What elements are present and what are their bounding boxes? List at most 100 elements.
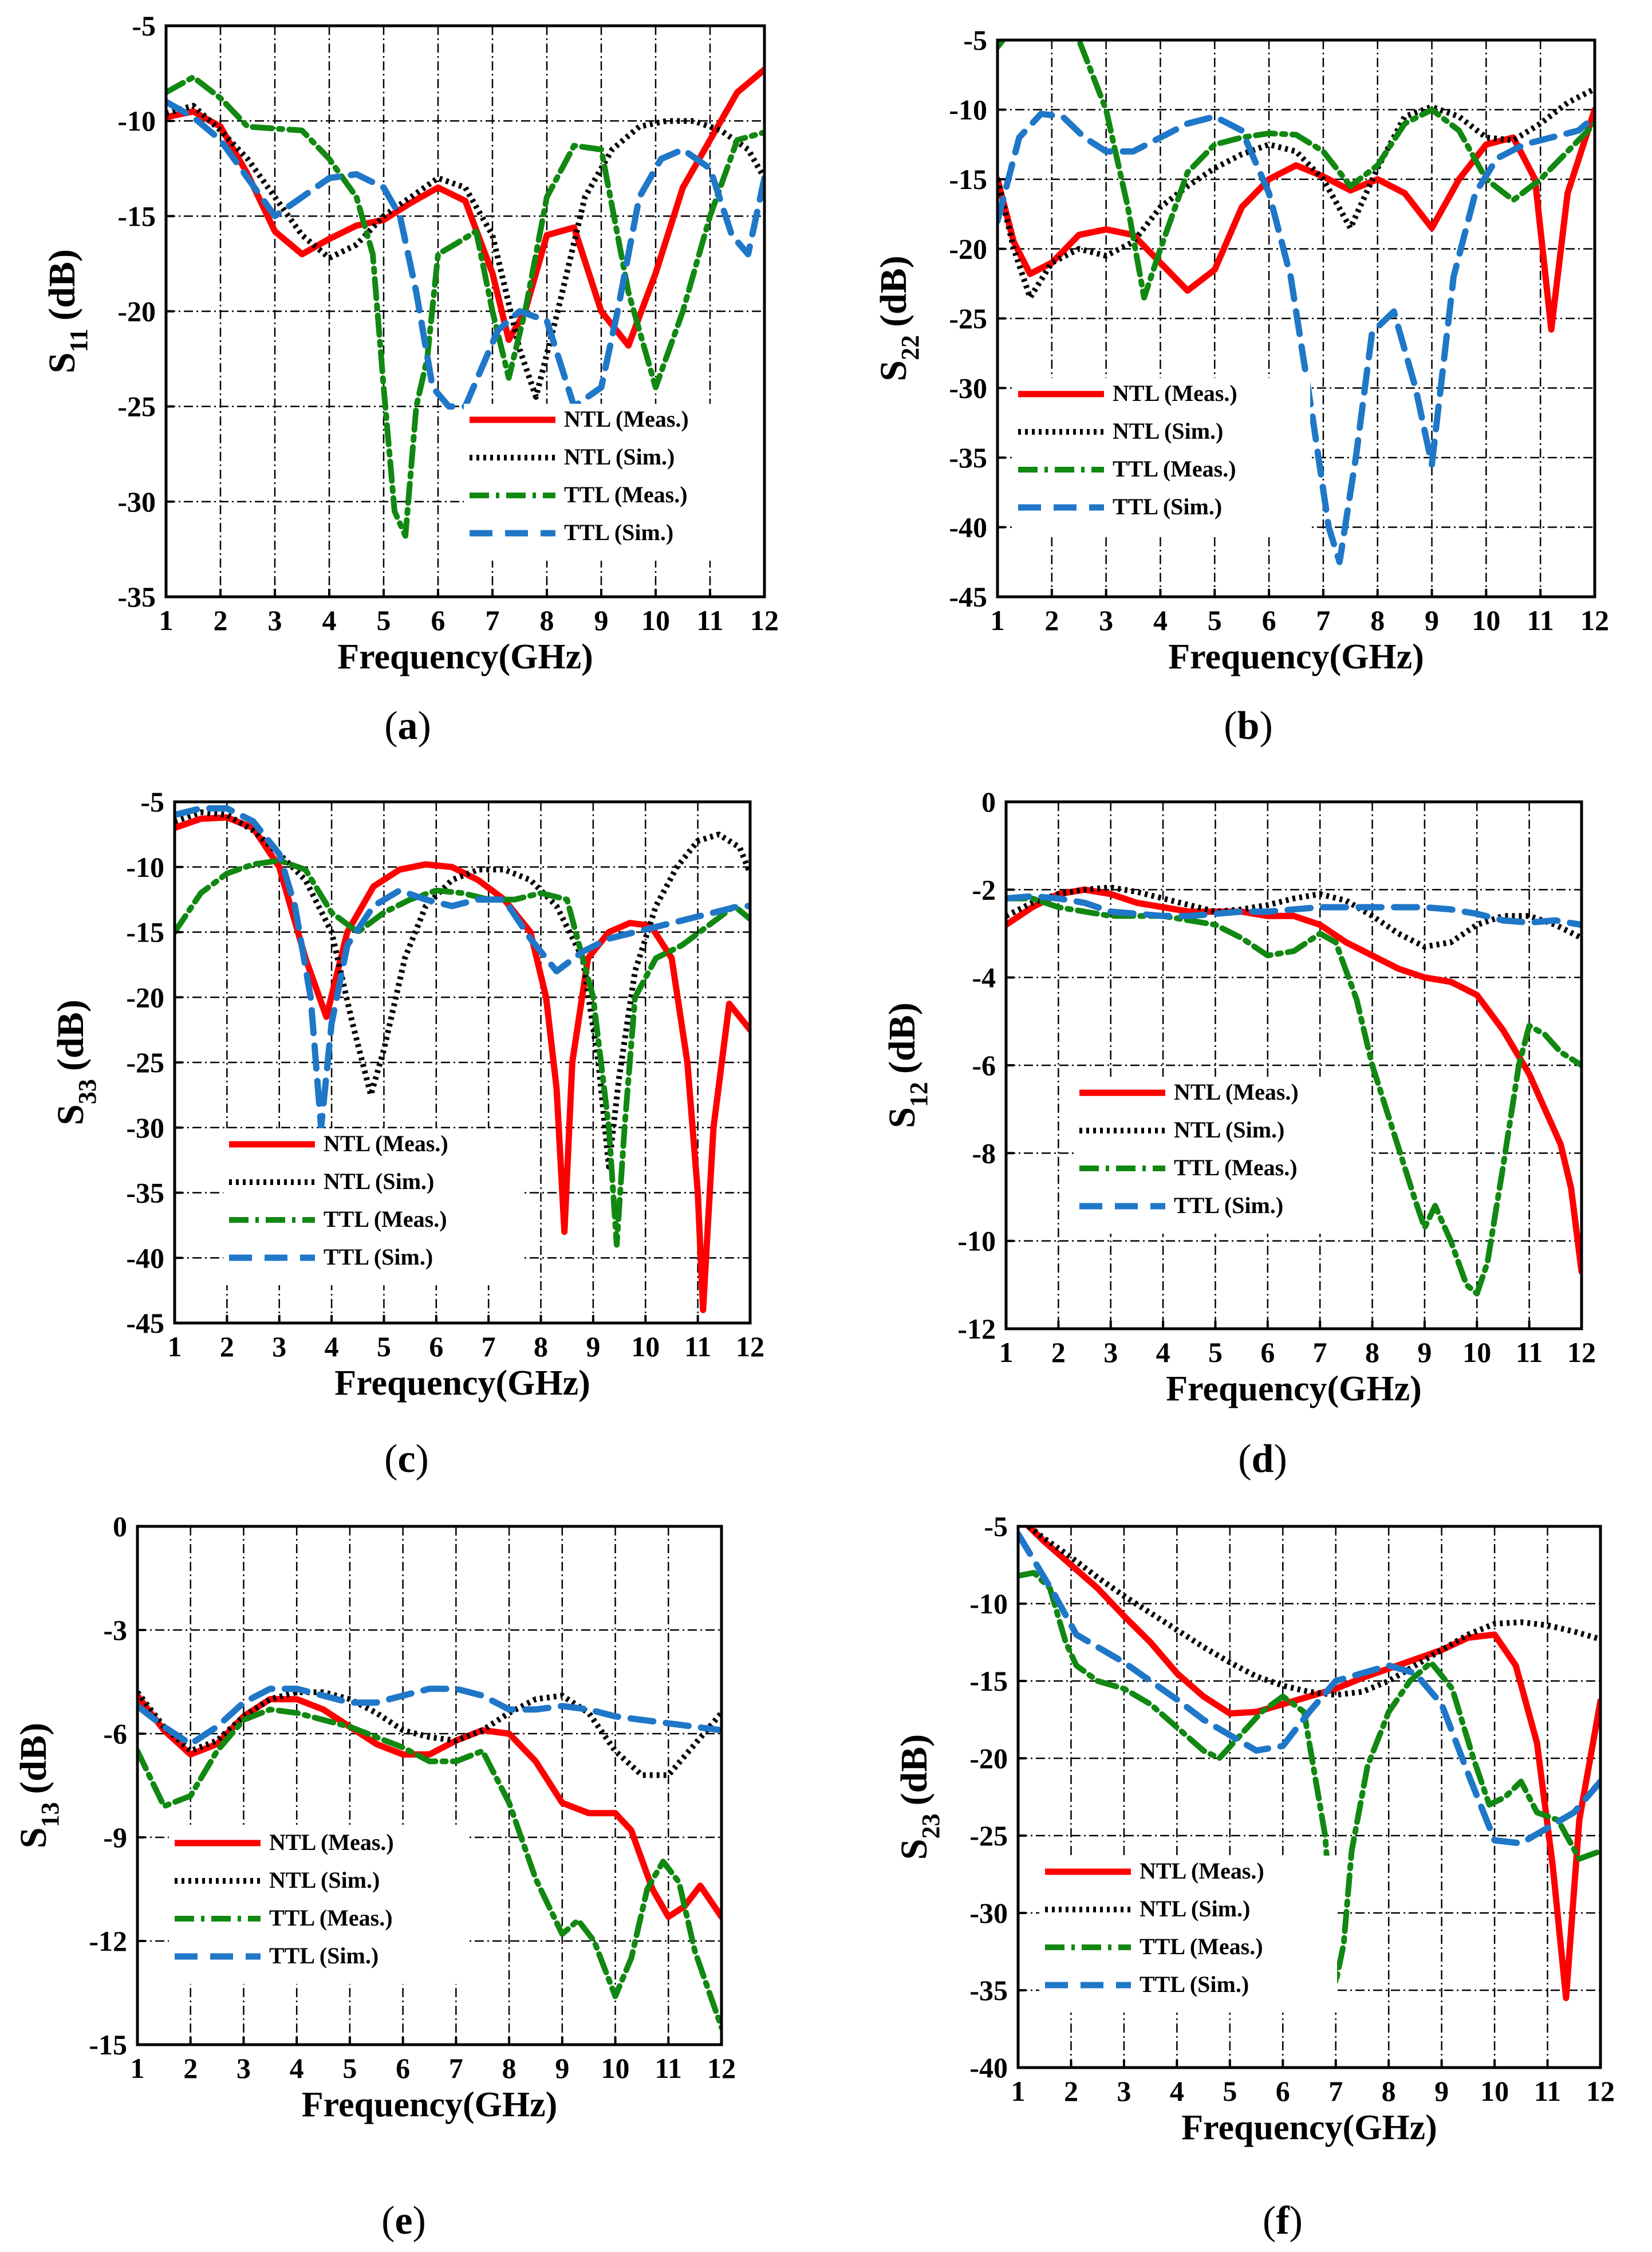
x-tick-label: 10 [631,1330,660,1363]
legend-label-ntl-meas: NTL (Meas.) [269,1829,394,1855]
legend-label-ntl-meas: NTL (Meas.) [1113,380,1237,406]
y-tick-label: -30 [117,486,156,518]
x-tick-label: 10 [601,2052,630,2084]
legend-label-ttl-sim: TTL (Sim.) [269,1943,378,1968]
series-group [166,66,764,539]
y-axis-label-subscript: 22 [896,335,924,360]
y-tick-label: -25 [126,1046,164,1078]
x-tick-label: 5 [342,2052,357,2084]
y-tick-label: -5 [140,786,164,818]
x-tick-label: 4 [1170,2075,1184,2107]
x-tick-label: 1 [131,2052,145,2084]
x-tick-label: 8 [1370,604,1385,636]
legend-label-ttl-sim: TTL (Sim.) [1174,1192,1283,1218]
y-axis-label: S11 (dB) [41,249,93,373]
x-tick-label: 2 [214,604,228,636]
x-tick-label: 3 [268,604,282,636]
x-tick-label: 6 [429,1330,443,1363]
x-tick-label: 1 [999,1336,1014,1368]
x-tick-label: 5 [377,604,391,636]
x-tick-label: 8 [1365,1336,1379,1368]
x-tick-label: 3 [1103,1336,1118,1368]
y-tick-label: -5 [132,10,156,42]
x-tick-label: 12 [1586,2075,1615,2107]
x-tick-label: 9 [1425,604,1439,636]
y-tick-label: -15 [126,916,164,948]
legend-label-ntl-sim: NTL (Sim.) [324,1168,434,1194]
x-tick-label: 11 [684,1330,711,1363]
y-tick-label: -20 [126,981,164,1013]
y-tick-label: -12 [957,1313,996,1345]
panel-f: 1 2 3 4 5 6 7 8 9 10 11 12-5-10-15-20-25-30-35-40Fr… [893,1510,1615,2147]
x-tick-label: 5 [1223,2075,1237,2107]
y-tick-label: -12 [89,1925,127,1957]
x-tick-label: 2 [220,1330,234,1363]
series-group [1006,884,1582,1297]
x-tick-label: 3 [1117,2075,1131,2107]
panel-caption: (c) [384,1437,429,1481]
y-axis-label-unit: (dB) [50,999,92,1071]
y-axis-label-unit: (dB) [881,1002,923,1074]
x-tick-label: 8 [1382,2075,1396,2107]
series-line-ttl-sim [997,111,1595,565]
x-tick-label: 12 [736,1330,764,1363]
series-line-ttl-meas [137,1706,721,2030]
x-tick-label: 4 [322,604,337,636]
panel-caption: (a) [384,704,431,748]
y-tick-label: -35 [969,1974,1008,2006]
legend-label-ntl-meas: NTL (Meas.) [1174,1079,1299,1105]
legend: NTL (Meas.) NTL (Sim.) TTL (Meas.) TTL (Sim… [464,404,762,561]
panel-caption: (e) [381,2199,426,2243]
y-axis-label: S13 (dB) [13,1723,64,1848]
x-tick-label: 9 [1417,1336,1432,1368]
x-tick-label: 11 [1534,2075,1561,2107]
x-tick-label: 9 [555,2052,569,2084]
x-tick-label: 7 [1316,604,1330,636]
x-tick-label: 12 [750,604,779,636]
x-tick-label: 11 [655,2052,682,2084]
x-tick-label: 7 [1313,1336,1327,1368]
x-tick-label: 1 [159,604,174,636]
legend-label-ntl-meas: NTL (Meas.) [564,406,689,432]
x-axis-label: Frequency(GHz) [1166,1369,1422,1408]
y-axis-label-main: S [50,1104,92,1125]
x-tick-label: 6 [1260,1336,1275,1368]
legend-label-ttl-sim: TTL (Sim.) [1140,1971,1249,1997]
x-tick-label: 6 [1262,604,1276,636]
legend-label-ttl-meas: TTL (Meas.) [1140,1934,1263,1959]
x-tick-label: 4 [325,1330,339,1363]
panel-caption: (f) [1263,2199,1303,2243]
legend-label-ttl-sim: TTL (Sim.) [564,519,673,545]
x-tick-label: 7 [486,604,500,636]
legend: NTL (Meas.) NTL (Sim.) TTL (Meas.) TTL (Sim… [1012,378,1310,535]
legend-label-ttl-meas: TTL (Meas.) [324,1206,447,1232]
panel-b: 1 2 3 4 5 6 7 8 9 10 11 12-5-10-15-20-25-30-35-40-4… [873,24,1609,676]
y-tick-label: -30 [969,1897,1008,1929]
x-tick-label: 10 [1462,1336,1491,1368]
plot-frame [136,1525,723,2046]
y-axis-label-main: S [13,1827,54,1848]
y-tick-label: -15 [969,1665,1008,1697]
x-tick-label: 4 [1153,604,1168,636]
x-tick-label: 5 [377,1330,391,1363]
y-axis-label-unit: (dB) [873,255,914,327]
y-tick-label: -40 [126,1242,164,1274]
y-tick-label: -15 [949,163,987,195]
y-tick-label: -35 [126,1177,164,1209]
y-axis-label-main: S [893,1838,935,1860]
x-tick-label: 9 [1434,2075,1449,2107]
y-axis-label-subscript: 11 [65,329,93,353]
y-axis-label: S23 (dB) [893,1734,945,1860]
legend-label-ttl-sim: TTL (Sim.) [1113,494,1222,519]
series-line-ntl-sim [1006,884,1582,950]
y-tick-label: -2 [972,873,996,905]
y-tick-label: -4 [972,962,996,994]
series-line-ntl-sim [137,1689,721,1778]
y-tick-label: -10 [957,1225,996,1257]
y-axis-label: S12 (dB) [881,1002,933,1128]
panel-e: 1 2 3 4 5 6 7 8 9 10 11 120-3-6-9-12-15Frequency(GH… [13,1510,736,2124]
series-line-ttl-sim [1006,893,1582,928]
panel-caption: (d) [1238,1437,1287,1481]
y-axis-label-main: S [41,352,83,373]
